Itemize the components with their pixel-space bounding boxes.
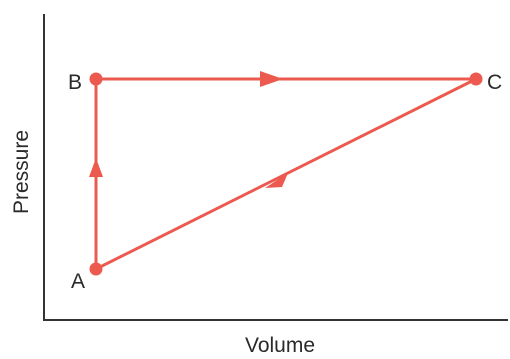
point-a-marker (89, 262, 103, 276)
arrow-up-icon (89, 158, 103, 177)
path-c-to-a (94, 77, 478, 271)
point-b-label: B (68, 71, 82, 94)
x-axis-label: Volume (245, 334, 315, 357)
point-b-marker (89, 72, 103, 86)
point-c-label: C (487, 71, 502, 94)
y-axis-label: Pressure (10, 130, 33, 214)
arrow-right-icon (260, 71, 283, 87)
point-c-marker (469, 72, 483, 86)
point-a-label: A (71, 270, 85, 293)
arrow-down-left-icon (265, 173, 288, 188)
